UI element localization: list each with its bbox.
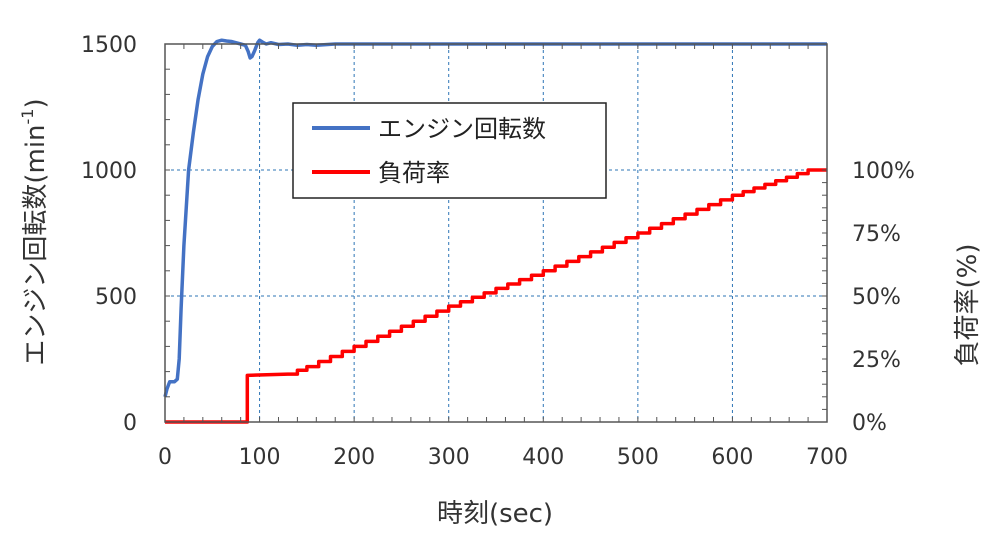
legend-label-load-rate: 負荷率 (378, 159, 450, 187)
series-line-engine-speed (163, 38, 827, 398)
y-left-tick-label: 0 (123, 411, 137, 436)
x-tick-labels: 0 100 200 300 400 500 600 700 (158, 445, 848, 470)
y-right-tick-label: 25% (852, 348, 901, 373)
legend-box (292, 102, 607, 199)
series-line-load-rate (165, 168, 827, 424)
y-right-tick-label: 50% (852, 285, 901, 310)
x-tick-label: 700 (806, 445, 848, 470)
x-tick-label: 200 (333, 445, 375, 470)
y-right-tick-labels: 0% 25% 50% 75% 100% (852, 159, 915, 436)
y-left-axis-title: エンジン回転数(min-1) (18, 98, 51, 365)
x-tick-label: 600 (711, 445, 753, 470)
x-axis-title: 時刻(sec) (437, 499, 553, 529)
y-right-axis-title: 負荷率(%) (953, 244, 983, 367)
legend-label-engine-speed: エンジン回転数 (378, 115, 546, 143)
y-left-axis-title-close: ) (21, 98, 51, 108)
plot-frame (164, 43, 828, 423)
gridlines (165, 43, 827, 422)
y-left-tick-label: 1000 (81, 159, 137, 184)
minor-ticks (164, 43, 828, 423)
legend: エンジン回転数 負荷率 (292, 102, 607, 199)
y-left-tick-label: 500 (95, 285, 137, 310)
y-left-axis-title-sup: -1 (18, 109, 37, 125)
series-layer (163, 38, 827, 424)
x-tick-label: 500 (617, 445, 659, 470)
y-left-tick-labels: 0 500 1000 1500 (81, 33, 137, 436)
x-tick-label: 0 (158, 445, 172, 470)
y-left-axis-title-main: エンジン回転数(min (21, 124, 51, 365)
y-right-tick-label: 100% (852, 159, 915, 184)
y-left-tick-label: 1500 (81, 33, 137, 58)
x-tick-label: 100 (239, 445, 281, 470)
x-tick-label: 300 (428, 445, 470, 470)
y-right-tick-label: 75% (852, 222, 901, 247)
y-right-tick-label: 0% (852, 411, 887, 436)
x-tick-label: 400 (522, 445, 564, 470)
